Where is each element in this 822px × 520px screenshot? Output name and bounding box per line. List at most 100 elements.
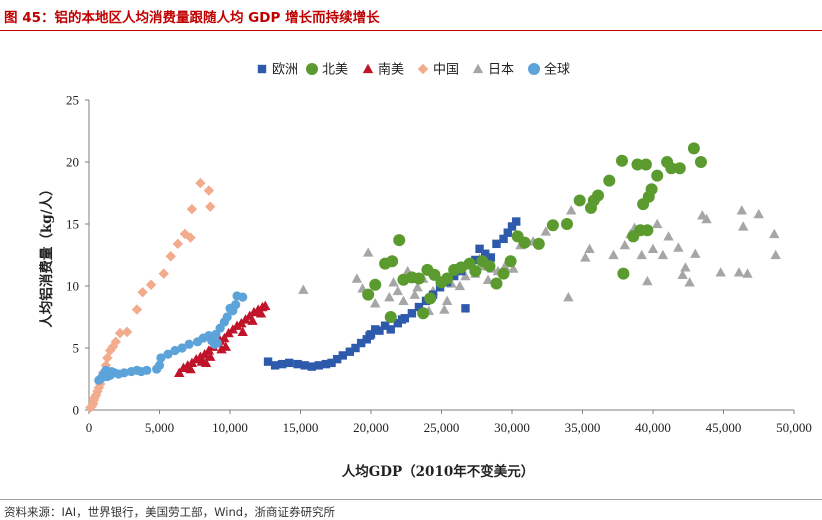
europe-point (345, 347, 355, 356)
china-point (203, 185, 215, 196)
japan-point (460, 270, 471, 281)
world-point (238, 292, 248, 302)
europe-point (492, 239, 501, 249)
japan-point (619, 239, 630, 250)
x-tick-label: 45,000 (706, 420, 742, 435)
china-point (158, 268, 169, 279)
axes: 0 5,000 10,000 15,000 20,000 25,000 30,000 35,0… (66, 93, 812, 436)
china-point (131, 304, 143, 315)
south-america-point (205, 351, 216, 361)
south-america-point (247, 315, 258, 325)
china-point (137, 287, 148, 298)
legend-item-world: 全球 (528, 62, 570, 78)
source-note: 资料来源：IAI，世界银行，美国劳工部，Wind，浙商证券研究所 (4, 505, 336, 519)
world-point (163, 349, 173, 359)
south-america-point (237, 326, 248, 337)
north-america-point (532, 237, 545, 250)
europe-point (321, 359, 331, 369)
y-tick-label: 15 (66, 217, 79, 232)
europe-point (449, 271, 459, 281)
south-america-point (200, 357, 212, 368)
china-point (185, 232, 196, 243)
europe-point (499, 234, 508, 244)
japan-point (370, 298, 381, 308)
japan-point (580, 252, 591, 262)
legend-label-europe: 欧洲 (272, 63, 298, 78)
japan-point (441, 295, 453, 306)
x-axis-label: 人均GDP（2010年不变美元） (342, 463, 534, 480)
legend-item-north-america: 北美 (306, 63, 348, 78)
japan-point (715, 267, 726, 277)
y-axis-label: 人均铝消费量（kg/人） (38, 182, 55, 327)
japan-point (673, 242, 684, 252)
north-america-series (362, 142, 707, 323)
data-marks (85, 142, 781, 413)
north-america-point (687, 142, 700, 155)
japan-point (636, 249, 647, 260)
japan-point (384, 291, 395, 302)
south-america-point (190, 353, 202, 364)
x-tick-label: 35,000 (565, 420, 601, 435)
china-point (145, 279, 157, 290)
japan-point (362, 247, 374, 257)
europe-point (407, 309, 417, 318)
south-america-point (185, 363, 196, 374)
world-series (94, 291, 248, 385)
europe-point (475, 244, 484, 253)
legend-item-europe: 欧洲 (257, 63, 298, 78)
japan-point (388, 277, 399, 287)
north-america-point (673, 162, 686, 175)
japan-point (657, 249, 669, 260)
south-america-point (195, 351, 206, 361)
japan-point (652, 218, 663, 229)
legend-label-world: 全球 (544, 62, 570, 78)
china-point (121, 326, 133, 338)
europe-point (481, 249, 490, 258)
north-america-point (428, 268, 441, 281)
china-point (114, 327, 126, 339)
world-point (177, 343, 187, 353)
title-rule (0, 30, 822, 31)
japan-point (482, 274, 494, 284)
x-tick-label: 0 (86, 420, 93, 435)
legend-marker-world (528, 63, 540, 75)
south-america-point (220, 341, 231, 351)
legend: 欧洲 北美 南美 中国 日本 全球 (257, 62, 570, 78)
japan-point (439, 304, 450, 314)
y-tick-label: 20 (66, 155, 79, 170)
europe-point (338, 351, 347, 360)
north-america-point (694, 156, 707, 168)
world-point (170, 345, 180, 356)
south-america-series (174, 300, 271, 377)
x-tick-label: 40,000 (635, 420, 671, 435)
north-america-point (417, 307, 430, 320)
y-tick-label: 0 (73, 403, 80, 418)
south-america-point (248, 306, 260, 317)
y-tick-label: 10 (66, 279, 79, 294)
europe-point (386, 325, 395, 334)
europe-point (300, 361, 309, 370)
europe-series (263, 217, 521, 371)
europe-point (371, 325, 380, 334)
north-america-point (645, 183, 658, 196)
japan-point (351, 273, 363, 283)
japan-point (647, 243, 659, 253)
x-tick-label: 10,000 (212, 420, 248, 435)
legend-label-south-america: 南美 (378, 62, 404, 78)
japan-point (398, 295, 409, 306)
legend-item-south-america: 南美 (362, 62, 404, 78)
china-point (85, 402, 96, 413)
japan-point (680, 262, 691, 272)
japan-point (738, 221, 749, 231)
japan-point (566, 205, 577, 215)
south-america-point (255, 308, 267, 318)
legend-marker-north-america (306, 63, 318, 75)
europe-point (277, 359, 287, 369)
japan-point (733, 267, 745, 277)
north-america-point (412, 272, 425, 285)
north-america-point (665, 162, 678, 175)
legend-marker-china (417, 63, 429, 75)
north-america-point (651, 169, 664, 182)
y-tick-label: 5 (73, 341, 80, 356)
world-point (106, 366, 117, 377)
